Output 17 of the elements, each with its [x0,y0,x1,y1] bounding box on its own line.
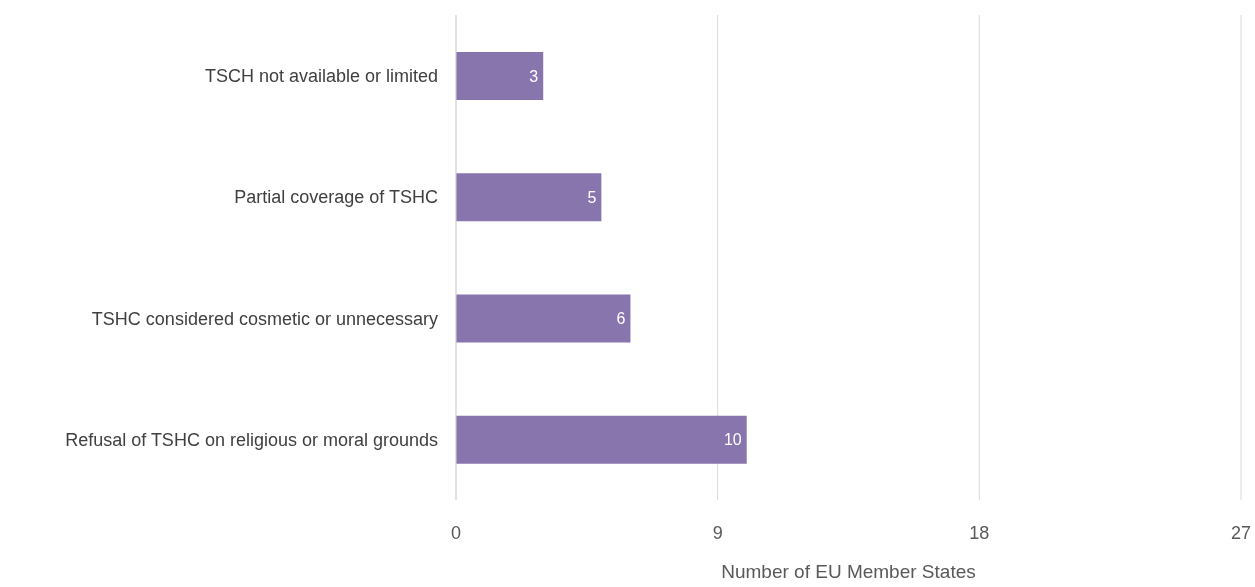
y-tick-label: TSHC considered cosmetic or unnecessary [91,308,438,329]
bar [456,415,747,464]
data-label: 3 [529,67,539,85]
x-tick-label: 0 [450,522,462,543]
bar [456,294,631,343]
x-axis-title: Number of EU Member States [721,561,976,582]
data-label: 6 [616,310,626,328]
data-label: 10 [723,431,742,449]
x-tick-label: 27 [1230,522,1252,543]
y-tick-label: TSCH not available or limited [204,66,438,87]
y-tick-label: Refusal of TSHC on religious or moral grounds [65,429,438,450]
x-tick-label: 18 [969,522,990,543]
x-tick-label: 9 [712,522,723,543]
y-tick-label: Partial coverage of TSHC [234,187,438,208]
bar [456,52,544,100]
data-label: 5 [587,188,597,206]
bar [456,173,602,222]
